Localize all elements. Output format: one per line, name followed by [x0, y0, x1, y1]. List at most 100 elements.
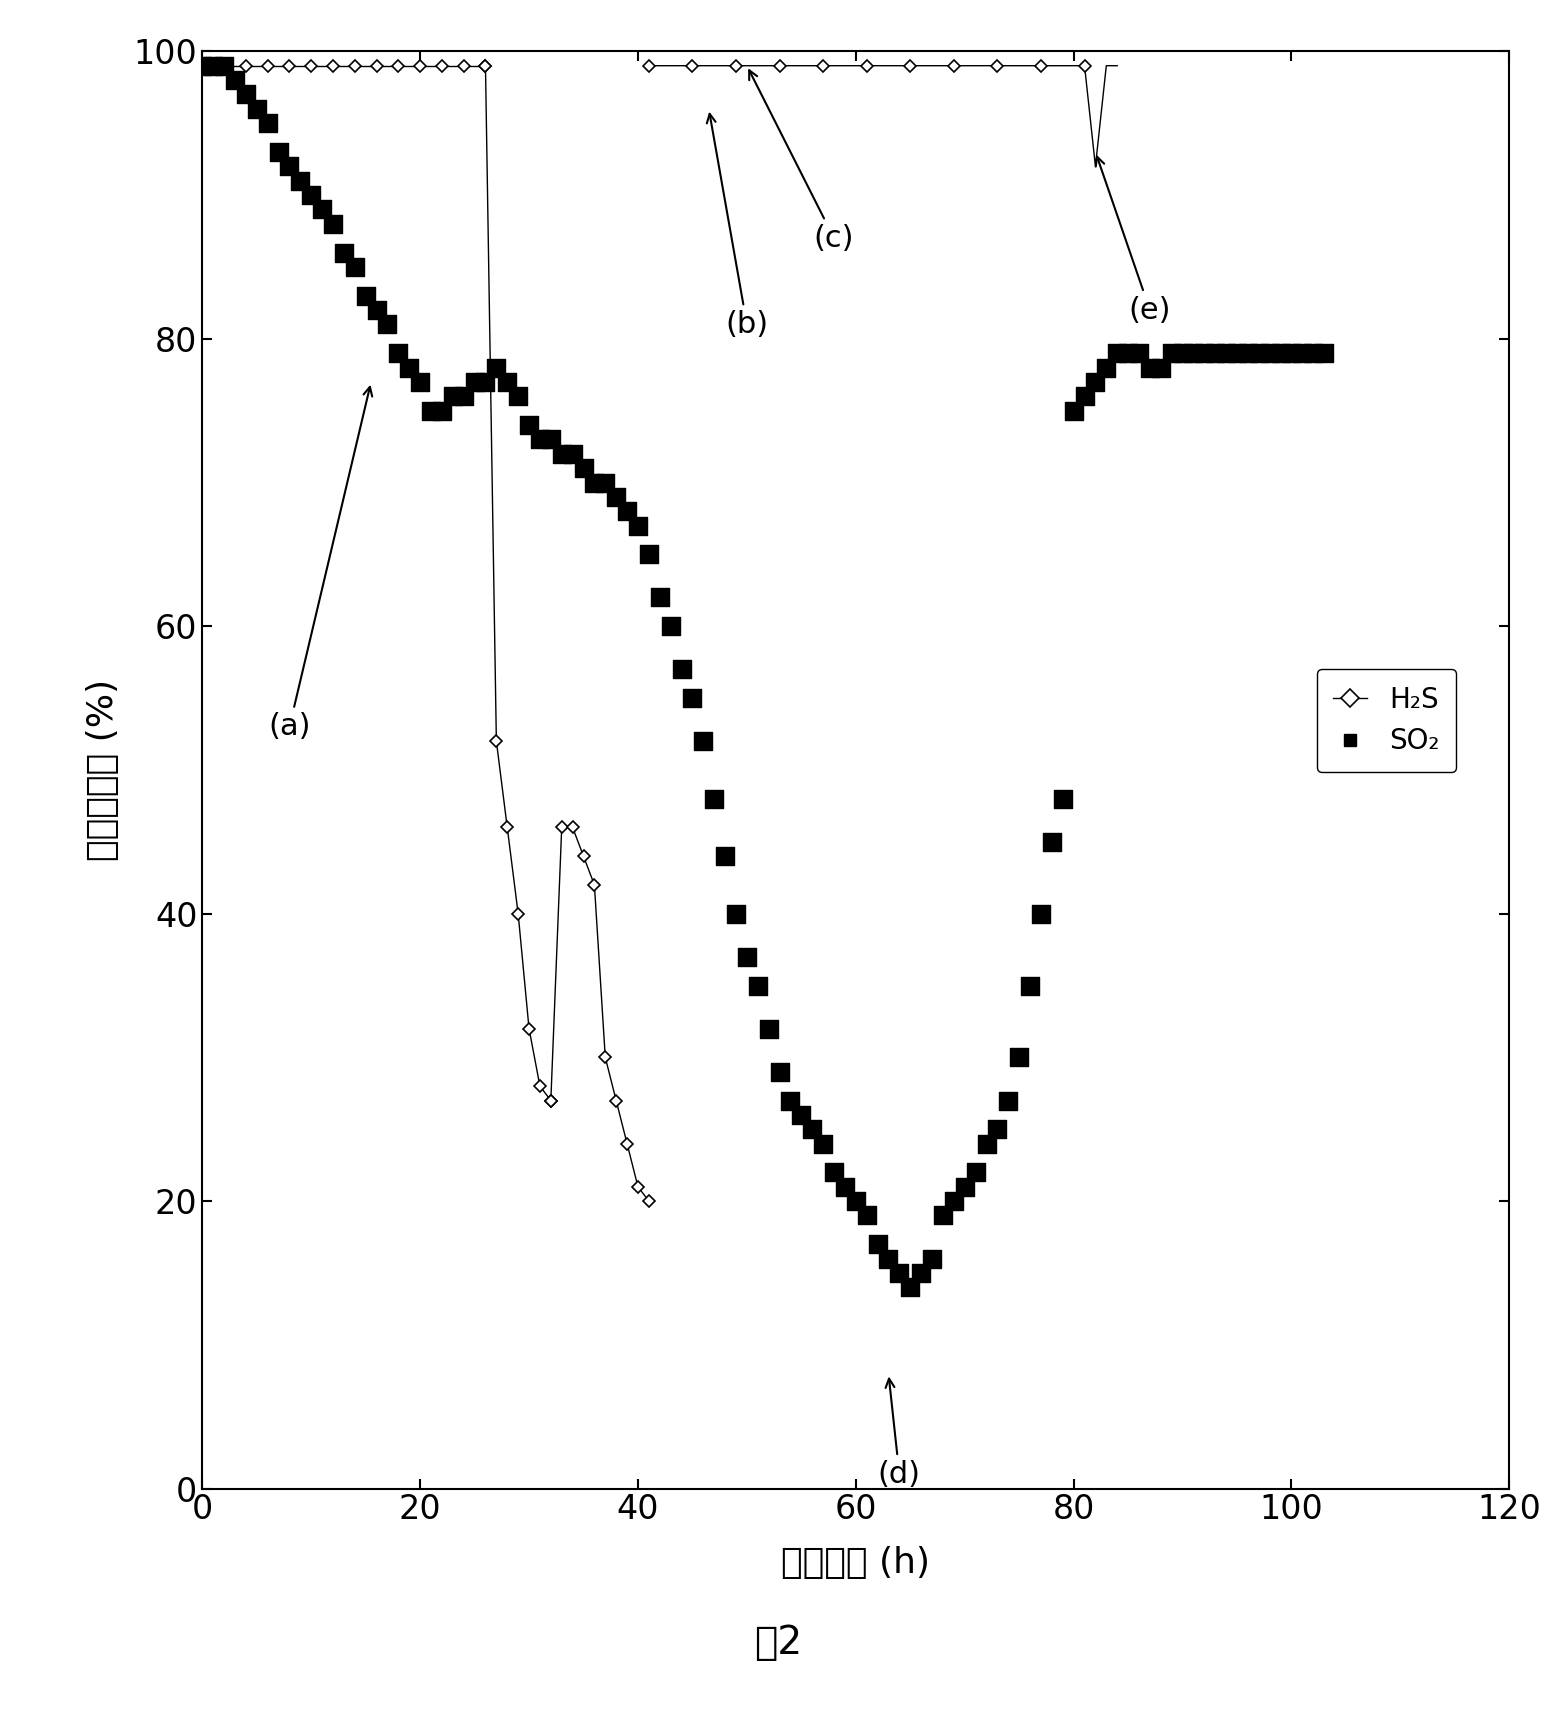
- Point: [1170, 339, 1195, 366]
- Y-axis label: 硫去除效率 (%): 硫去除效率 (%): [86, 679, 120, 861]
- Point: [1105, 339, 1130, 366]
- Point: [876, 1246, 901, 1273]
- Point: [1061, 397, 1086, 424]
- Point: [789, 1102, 814, 1129]
- Text: (a): (a): [268, 387, 372, 741]
- Point: [767, 1057, 792, 1085]
- Point: [996, 1086, 1021, 1114]
- Point: [560, 440, 585, 467]
- Point: [212, 51, 237, 79]
- Point: [615, 498, 640, 525]
- Point: [974, 1129, 999, 1157]
- Point: [941, 1187, 966, 1215]
- Point: [887, 1259, 912, 1287]
- Point: [1203, 339, 1228, 366]
- Point: [288, 168, 313, 195]
- Point: [680, 684, 705, 712]
- Text: (e): (e): [1095, 157, 1172, 325]
- Point: [702, 785, 727, 813]
- Point: [1301, 339, 1326, 366]
- Point: [930, 1201, 955, 1228]
- Point: [713, 842, 738, 869]
- Text: (c): (c): [748, 70, 854, 253]
- Point: [1159, 339, 1184, 366]
- Point: [963, 1158, 988, 1186]
- Point: [1268, 339, 1293, 366]
- Point: [1246, 339, 1271, 366]
- Point: [310, 195, 335, 222]
- Point: [538, 426, 563, 453]
- Point: [440, 383, 465, 411]
- Legend: H₂S, SO₂: H₂S, SO₂: [1316, 669, 1456, 772]
- Point: [604, 483, 629, 510]
- Point: [408, 368, 433, 395]
- Point: [582, 469, 607, 496]
- Point: [473, 368, 498, 395]
- Point: [527, 426, 552, 453]
- Point: [745, 972, 770, 999]
- Point: [1214, 339, 1239, 366]
- Point: [484, 354, 509, 382]
- Point: [1029, 900, 1053, 927]
- Point: [756, 1015, 781, 1042]
- Point: [364, 296, 389, 323]
- Point: [266, 139, 291, 166]
- Point: [626, 512, 650, 539]
- Point: [495, 368, 520, 395]
- Point: [1116, 339, 1141, 366]
- Point: [1290, 339, 1315, 366]
- Point: [1181, 339, 1206, 366]
- Point: [1312, 339, 1337, 366]
- Point: [386, 339, 411, 366]
- Point: [1279, 339, 1304, 366]
- Point: [898, 1273, 923, 1300]
- Point: [397, 354, 422, 382]
- Point: [1225, 339, 1249, 366]
- Point: [255, 110, 280, 137]
- Point: [843, 1187, 868, 1215]
- Point: [233, 80, 258, 108]
- Point: [822, 1158, 846, 1186]
- Point: [1039, 828, 1064, 856]
- Point: [342, 253, 367, 281]
- Point: [593, 469, 618, 496]
- Point: [985, 1116, 1010, 1143]
- Point: [1127, 339, 1151, 366]
- Point: [1083, 368, 1108, 395]
- Point: [277, 152, 302, 180]
- Point: [462, 368, 487, 395]
- Point: [353, 282, 378, 310]
- Point: [571, 455, 596, 483]
- Point: [190, 51, 215, 79]
- Point: [832, 1174, 857, 1201]
- Point: [658, 613, 683, 640]
- Point: [691, 727, 716, 755]
- Point: [920, 1246, 944, 1273]
- Point: [1018, 972, 1043, 999]
- Point: [1235, 339, 1260, 366]
- Text: (b): (b): [706, 115, 769, 339]
- Point: [429, 397, 454, 424]
- X-axis label: 反应时间 (h): 反应时间 (h): [781, 1545, 930, 1579]
- Point: [1007, 1044, 1032, 1071]
- Point: [244, 96, 269, 123]
- Point: [724, 900, 748, 927]
- Point: [321, 210, 345, 238]
- Point: [375, 311, 400, 339]
- Point: [865, 1230, 890, 1258]
- Point: [201, 51, 226, 79]
- Point: [223, 67, 247, 94]
- Point: [331, 240, 356, 267]
- Point: [854, 1201, 879, 1228]
- Point: [636, 541, 661, 568]
- Point: [1148, 354, 1173, 382]
- Point: [669, 655, 694, 683]
- Point: [800, 1116, 825, 1143]
- Point: [1192, 339, 1217, 366]
- Text: (d): (d): [878, 1379, 921, 1489]
- Point: [299, 181, 324, 209]
- Point: [1050, 785, 1075, 813]
- Point: [451, 383, 476, 411]
- Text: 图2: 图2: [755, 1624, 801, 1661]
- Point: [1137, 354, 1162, 382]
